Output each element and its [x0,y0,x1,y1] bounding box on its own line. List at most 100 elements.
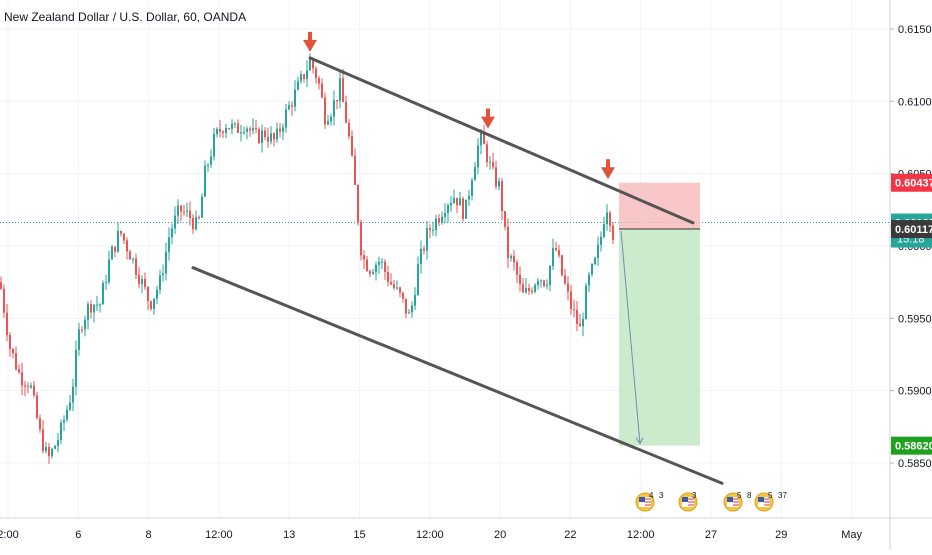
candle-body [39,418,41,430]
candle-body [231,123,233,129]
candle-body [588,274,590,286]
candle-body [600,236,602,245]
candle-body [411,305,413,313]
grid-layer [0,0,890,518]
candle-body [558,250,560,256]
x-tick-label: 12:00 [205,529,233,541]
candle-body [534,284,536,292]
candle-body [438,218,440,223]
x-tick-label: 8 [146,529,152,541]
candle-body [462,198,464,219]
candle-body [261,130,263,143]
candle-body [54,445,56,449]
candle-body [465,199,467,219]
position-zones [619,182,700,446]
candle-body [222,131,224,134]
time-scale[interactable]: 2:00 6 8 12:00 13 15 12:00 20 22 12:00 27 29 May [0,529,862,541]
y-tick-label: 0.58500 [898,458,932,470]
candle-body [603,224,605,237]
stop-price-label-bg [891,173,932,192]
candle-body [156,289,158,299]
candle-body [48,446,50,457]
candle-body [606,212,608,225]
candle-body [219,128,221,132]
candle-body [309,58,311,71]
down-arrow-marker-stem [308,31,312,41]
candle-body [447,205,449,213]
candle-body [90,304,92,313]
candle-body [483,132,485,145]
candle-body [126,240,128,252]
x-tick-label: 29 [775,529,787,541]
candle-body [132,258,134,260]
candle-body [66,409,68,420]
events-layer: 4 3 3 5 8 5 37 [635,491,787,512]
candle-body [93,304,95,313]
candle-body [273,133,275,140]
down-arrow-marker-head [481,116,495,129]
candle-body [390,282,392,285]
candle-body [414,295,416,306]
candle-body [288,105,290,110]
candle-body [18,369,20,373]
event-extra: 3 [659,491,664,500]
candle-body [102,283,104,305]
candle-body [357,184,359,223]
candle-body [468,195,470,200]
candle-body [27,386,29,388]
candle-body [501,181,503,212]
candle-body [420,248,422,265]
candle-body [408,312,410,314]
candle-body [228,128,230,130]
entry-price-label-bg [891,220,932,239]
candle-body [576,309,578,324]
candle-body [324,97,326,125]
candle-body [498,181,500,187]
candle-body [540,280,542,282]
candle-body [315,68,317,79]
candle-body [294,89,296,107]
flag-canton [727,497,733,502]
x-tick-label: 20 [494,529,506,541]
candle-body [21,372,23,386]
candle-body [78,329,80,350]
target-price-label: 0.58620 [895,441,932,453]
candle-body [321,83,323,98]
candle-body [612,225,614,240]
candle-body [270,133,272,142]
candle-body [84,319,86,330]
candle-body [99,304,101,306]
candle-body [552,248,554,266]
candle-body [0,282,2,289]
candle-body [201,196,203,218]
candle-body [96,304,98,306]
candle-body [237,123,239,133]
candle-body [81,329,83,331]
candle-body [543,280,545,286]
candle-body [333,100,335,117]
candle-body [360,222,362,256]
candle-body [570,291,572,309]
candle-body [117,230,119,252]
candle-body [192,218,194,230]
candle-body [174,215,176,229]
candle-body [378,261,380,265]
candle-body [567,283,569,292]
candle-body [396,287,398,289]
candle-body [267,137,269,142]
candle-body [459,198,461,206]
x-tick-label: 12:00 [627,529,655,541]
target-zone [619,229,700,446]
candle-body [216,128,218,134]
candle-body [525,288,527,293]
candle-body [186,210,188,212]
candle-body [492,161,494,168]
candle-body [351,136,353,156]
candle-body [348,122,350,137]
candle-body [207,164,209,166]
candle-body [252,127,254,131]
candle-body [15,353,17,370]
